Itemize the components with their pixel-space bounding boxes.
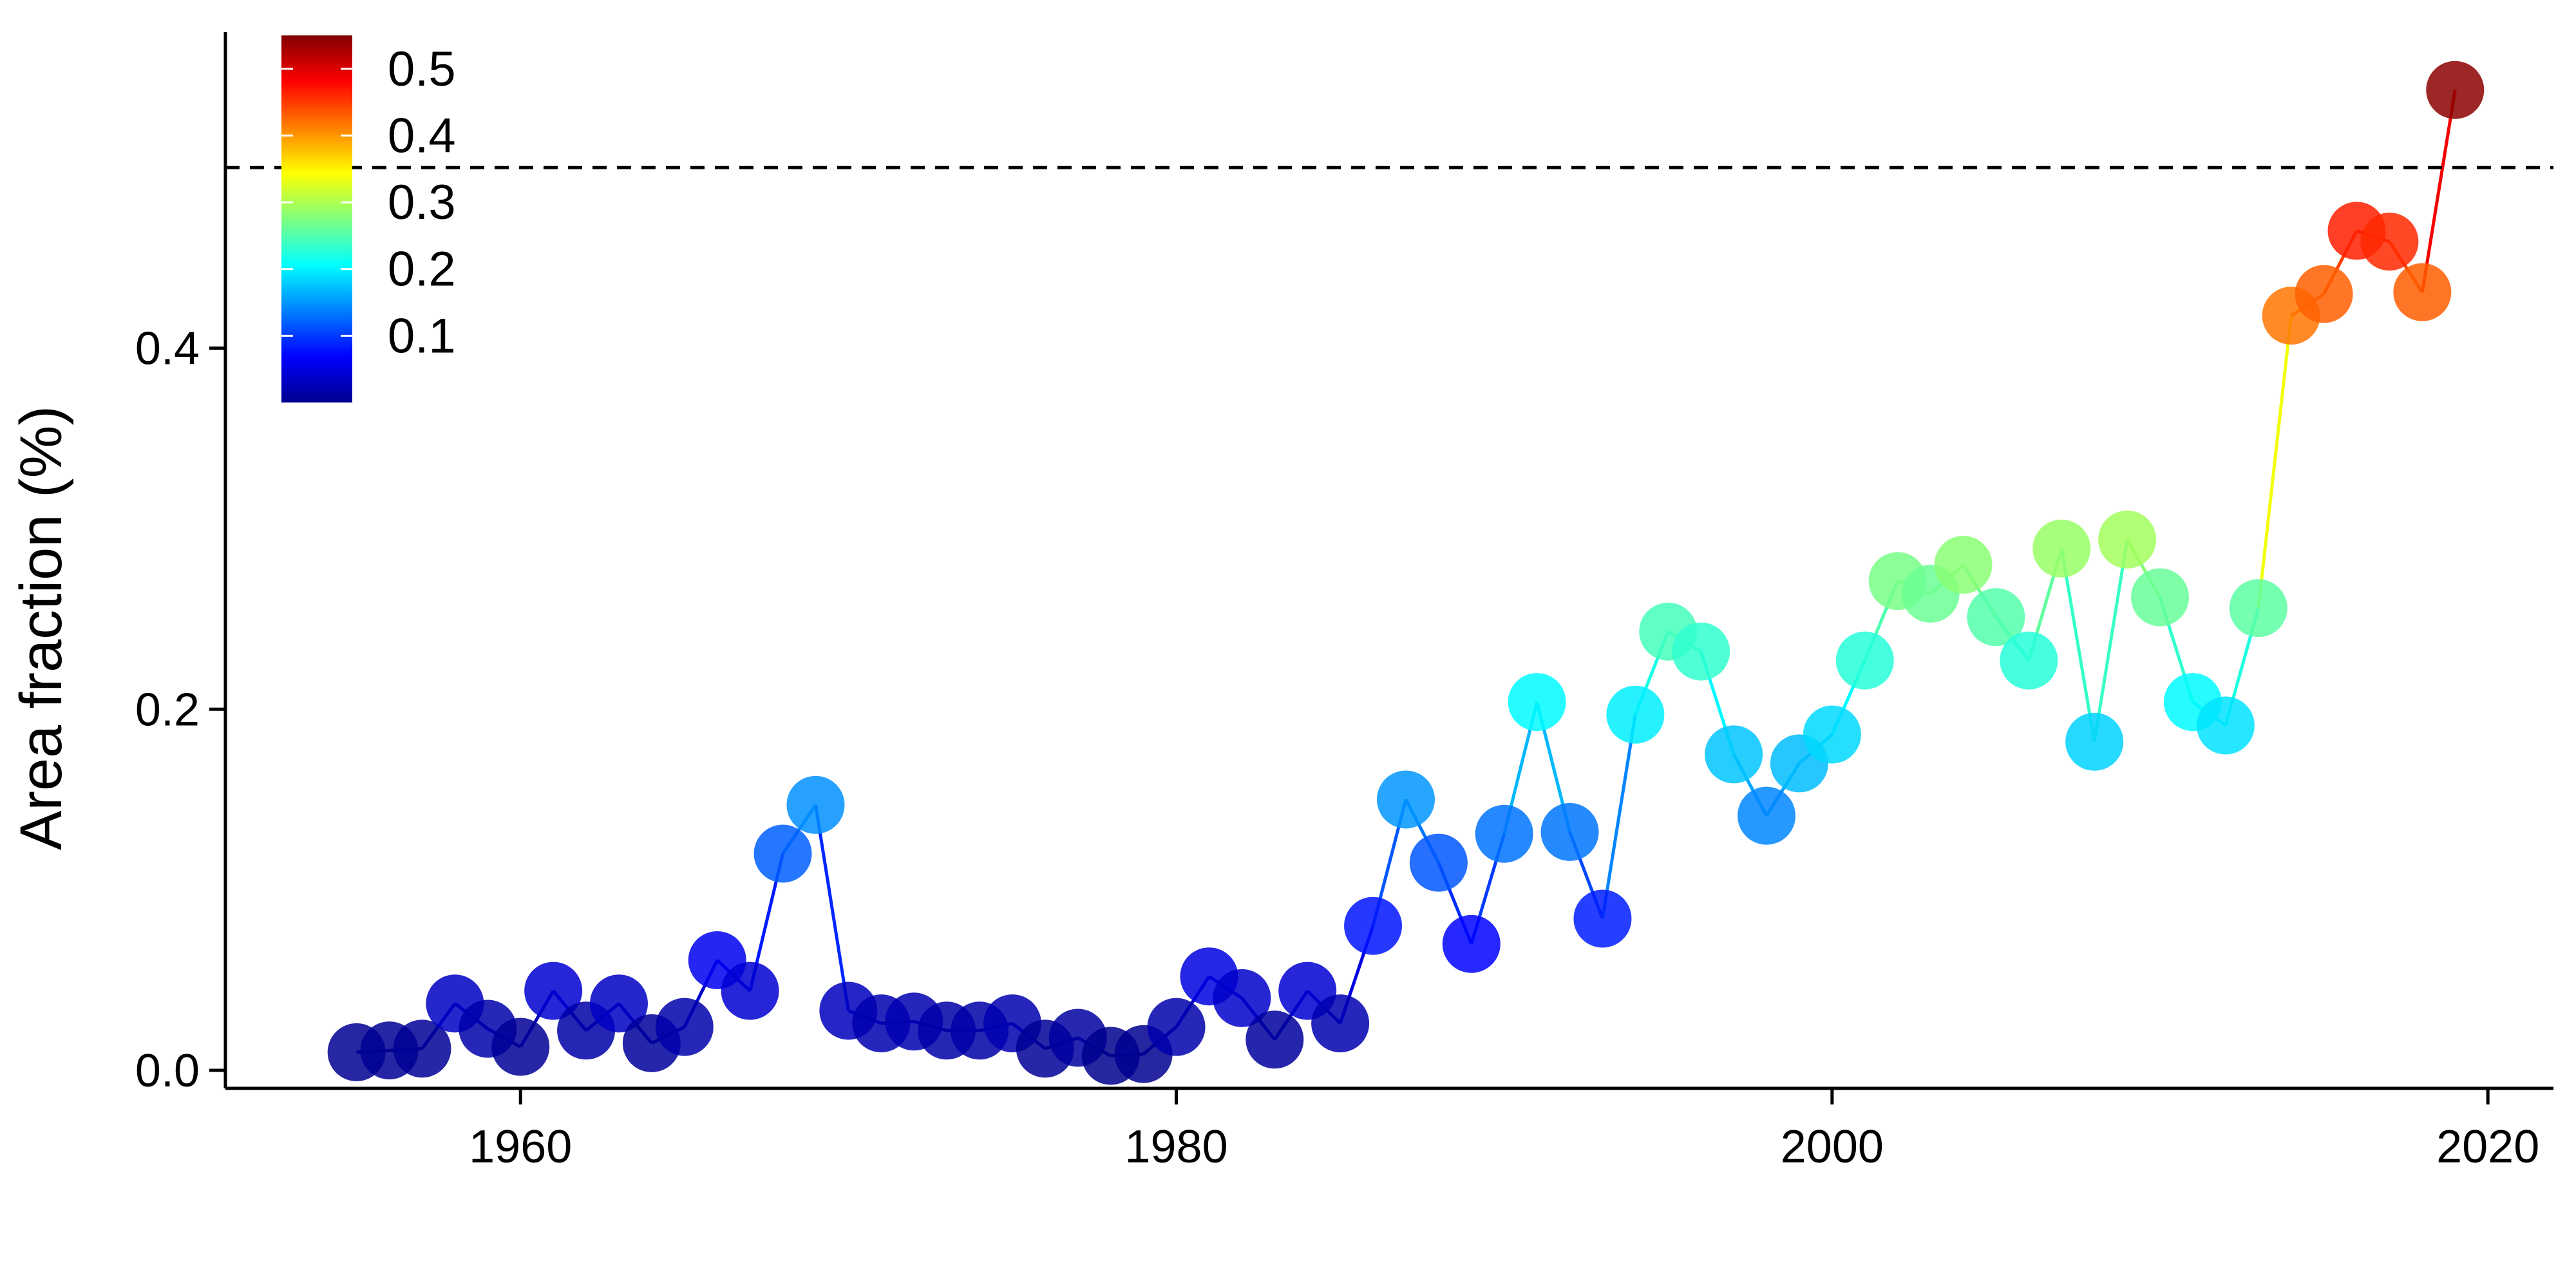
y-axis-label: Area fraction (%) (8, 406, 74, 850)
connector-lines (356, 90, 2457, 1058)
colorbar-ticks: 0.1 0.2 0.3 0.4 0.5 (281, 42, 456, 363)
y-tick-label: 0.2 (135, 684, 200, 735)
data-point (1967, 588, 2025, 647)
x-tick-label: 1960 (469, 1121, 572, 1173)
data-point (2426, 61, 2485, 119)
data-point (1344, 896, 1403, 955)
data-point (1934, 536, 1993, 594)
data-point (1672, 622, 1730, 681)
data-point (1245, 1010, 1304, 1069)
y-tick-label: 0.0 (135, 1045, 200, 1097)
data-point (589, 974, 648, 1033)
data-point (1705, 725, 1763, 784)
data-point (2295, 265, 2353, 323)
connector-segment (814, 804, 850, 1011)
data-point (2000, 631, 2058, 690)
data-point (1213, 969, 1271, 1027)
colorbar-gradient (281, 35, 352, 402)
data-point (1376, 770, 1435, 829)
data-point (786, 775, 845, 834)
data-point (2229, 579, 2287, 638)
data-point (655, 998, 714, 1056)
data-point (393, 1019, 451, 1078)
data-point (2360, 213, 2419, 271)
y-axis-ticks: 0.0 0.2 0.4 (135, 323, 225, 1097)
data-point (2032, 519, 2091, 578)
connector-segment (2420, 90, 2457, 293)
connector-segment (2092, 539, 2129, 743)
data-point (491, 1018, 550, 1076)
x-axis-ticks: 1960 1980 2000 2020 (469, 1088, 2539, 1173)
data-point (1835, 631, 1894, 690)
data-point (1803, 705, 1861, 764)
data-point (721, 961, 779, 1020)
data-point (2098, 510, 2157, 569)
data-point (1738, 786, 1796, 845)
y-tick-label: 0.4 (135, 323, 200, 375)
x-tick-label: 1980 (1124, 1121, 1227, 1173)
data-point (1508, 673, 1566, 732)
data-points (327, 61, 2485, 1085)
connector-segment (1600, 714, 1637, 919)
data-point (1573, 889, 1632, 948)
colorbar-tick-label: 0.1 (388, 308, 456, 363)
data-point (753, 824, 812, 883)
data-point (1409, 833, 1468, 892)
data-point (2065, 712, 2124, 771)
colorbar-tick-label: 0.2 (388, 242, 456, 297)
data-point (2131, 568, 2190, 627)
connector-segment (2060, 548, 2096, 743)
data-point (1311, 994, 1370, 1053)
data-point (1475, 804, 1533, 863)
data-point (1540, 802, 1599, 861)
data-point (524, 961, 583, 1020)
data-point (2196, 696, 2255, 755)
data-point (1147, 998, 1206, 1056)
data-point (1606, 685, 1665, 744)
connector-segment (2257, 315, 2293, 609)
colorbar-tick-label: 0.3 (388, 175, 456, 230)
colorbar-tick-label: 0.5 (388, 42, 456, 97)
data-point (2393, 263, 2452, 321)
x-tick-label: 2020 (2436, 1121, 2539, 1173)
data-point (1442, 914, 1501, 973)
x-tick-label: 2000 (1781, 1121, 1884, 1173)
colorbar-tick-label: 0.4 (388, 108, 456, 163)
colorbar-legend: 0.1 0.2 0.3 0.4 0.5 (281, 35, 456, 402)
